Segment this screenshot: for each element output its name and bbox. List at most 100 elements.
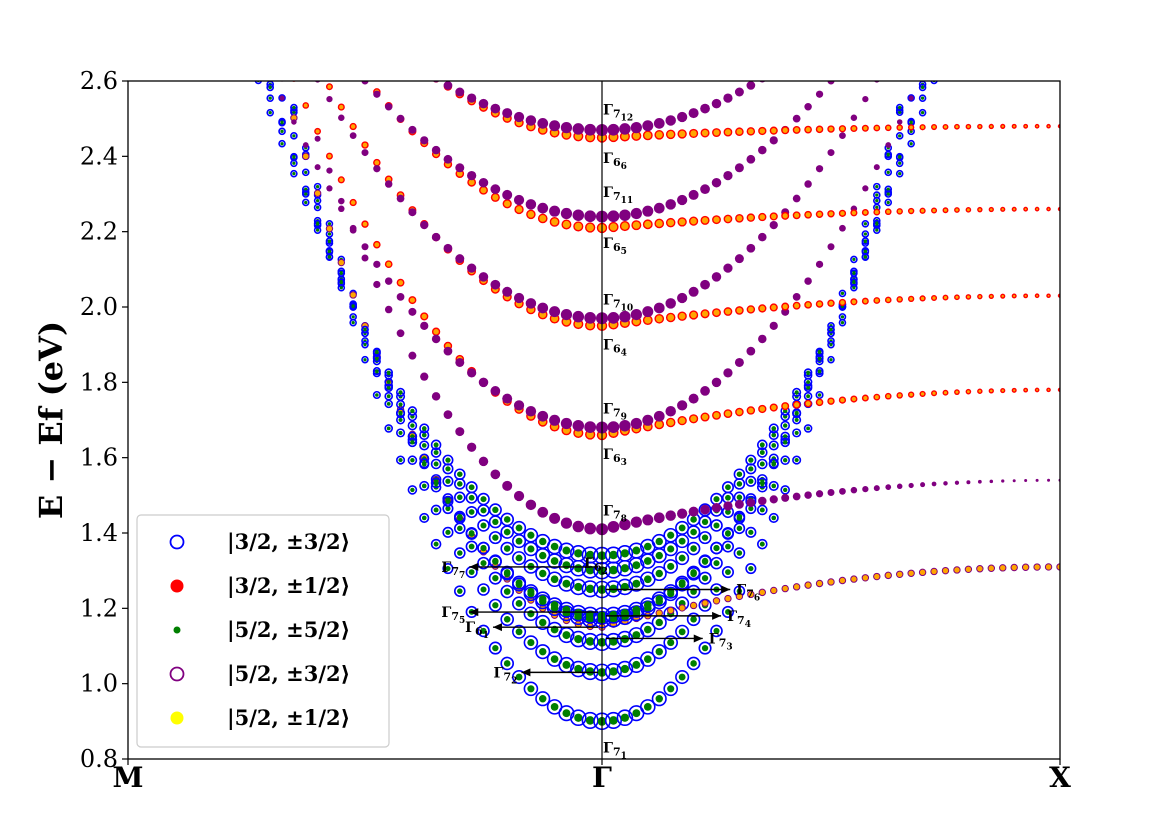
band-point — [525, 499, 537, 511]
band-point — [804, 103, 812, 111]
band-point — [325, 237, 334, 245]
band-point — [712, 128, 721, 138]
band-point — [408, 208, 417, 217]
band-point — [338, 114, 345, 122]
band-point — [839, 224, 846, 232]
plot-frame — [127, 80, 1061, 760]
band-point — [665, 417, 676, 428]
band-point — [919, 124, 926, 131]
band-point — [700, 309, 710, 319]
band-point — [302, 142, 309, 148]
band-point — [395, 428, 406, 438]
band-point — [746, 81, 756, 90]
band-point — [477, 624, 490, 638]
band-point — [302, 102, 310, 109]
band-point — [443, 410, 453, 420]
band-point — [815, 390, 824, 400]
band-point — [735, 306, 744, 315]
band-point — [688, 216, 699, 226]
band-point — [768, 512, 779, 523]
band-point — [396, 293, 405, 301]
annotation: Γ66 — [603, 151, 627, 172]
band-point — [443, 346, 453, 356]
band-point — [688, 414, 699, 424]
band-point — [987, 564, 995, 572]
band-point — [758, 496, 767, 506]
band-point — [965, 388, 972, 395]
band-point — [746, 406, 756, 415]
band-point — [653, 410, 665, 422]
band-point — [918, 108, 927, 117]
band-point — [663, 681, 679, 697]
band-point — [535, 644, 551, 660]
band-point — [850, 298, 858, 306]
band-point — [746, 305, 756, 314]
band-point — [768, 480, 779, 491]
band-point — [384, 277, 393, 285]
band-point — [734, 163, 744, 173]
band-point — [455, 87, 465, 97]
band-point — [758, 126, 767, 136]
band-point — [803, 391, 813, 401]
annotation: Γ71 — [603, 741, 627, 762]
band-point — [407, 437, 418, 448]
band-point — [430, 447, 442, 458]
band-point — [700, 279, 710, 290]
band-point — [630, 207, 642, 220]
band-point — [537, 302, 549, 314]
band-point — [373, 165, 381, 173]
annotation-label: Γ75 — [441, 605, 465, 626]
band-point — [619, 518, 631, 531]
band-point — [884, 185, 893, 194]
band-point — [838, 313, 847, 321]
band-point — [513, 111, 525, 123]
band-point — [572, 209, 585, 221]
band-point — [733, 522, 746, 535]
annotation: Γ65 — [603, 236, 627, 257]
legend-label: |3/2, ±1/2⟩ — [227, 573, 350, 598]
band-point — [349, 122, 357, 131]
band-point — [420, 372, 429, 381]
band-point — [918, 83, 927, 92]
band-point — [873, 485, 880, 492]
band-point — [442, 495, 454, 507]
band-point — [896, 208, 903, 215]
band-point — [688, 189, 699, 200]
y-axis-label: E − Ef (eV) — [32, 321, 70, 519]
band-point — [408, 296, 417, 305]
legend-entry: |5/2, ±1/2⟩ — [170, 705, 350, 730]
arrow-head — [712, 611, 722, 620]
band-point — [373, 240, 381, 249]
band-point — [710, 519, 723, 532]
band-point — [686, 656, 701, 671]
band-point — [408, 307, 417, 316]
band-point — [665, 312, 676, 323]
band-point — [616, 545, 634, 562]
band-point — [314, 127, 321, 135]
band-point — [678, 604, 686, 612]
band-point — [301, 198, 310, 207]
y-tick-label: 1.0 — [80, 670, 118, 698]
band-point — [758, 404, 767, 414]
band-point — [711, 272, 722, 282]
band-point — [337, 278, 346, 286]
band-point — [513, 194, 525, 206]
band-point — [408, 351, 417, 360]
band-point — [698, 531, 712, 545]
band-point — [769, 220, 778, 230]
band-point — [488, 641, 502, 655]
annotation-label: Γ63 — [603, 447, 627, 468]
legend-box — [136, 514, 390, 748]
band-point — [746, 127, 756, 136]
band-point — [607, 312, 620, 324]
x-tick-label: M — [113, 761, 144, 794]
band-point — [302, 152, 310, 161]
annotation-label: Γ62 — [584, 556, 608, 577]
band-point — [349, 291, 357, 299]
band-point — [384, 180, 393, 188]
band-point — [663, 527, 679, 543]
band-point — [314, 164, 321, 171]
band-point — [1024, 479, 1028, 483]
band-point — [490, 279, 501, 290]
band-point — [977, 479, 982, 484]
